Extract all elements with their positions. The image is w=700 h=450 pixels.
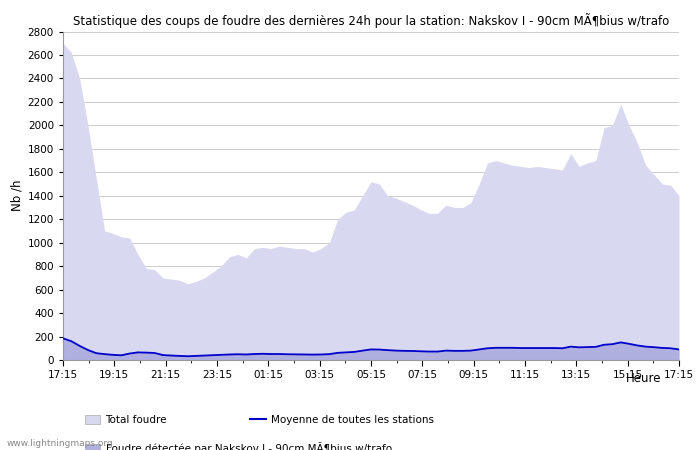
Text: Heure: Heure — [626, 373, 662, 385]
Text: www.lightningmaps.org: www.lightningmaps.org — [7, 439, 113, 448]
Legend: Foudre détectée par Nakskov I - 90cm MÃ¶bius w/trafo: Foudre détectée par Nakskov I - 90cm MÃ¶… — [80, 437, 395, 450]
Title: Statistique des coups de foudre des dernières 24h pour la station: Nakskov I - 9: Statistique des coups de foudre des dern… — [73, 13, 669, 27]
Y-axis label: Nb /h: Nb /h — [10, 180, 24, 211]
